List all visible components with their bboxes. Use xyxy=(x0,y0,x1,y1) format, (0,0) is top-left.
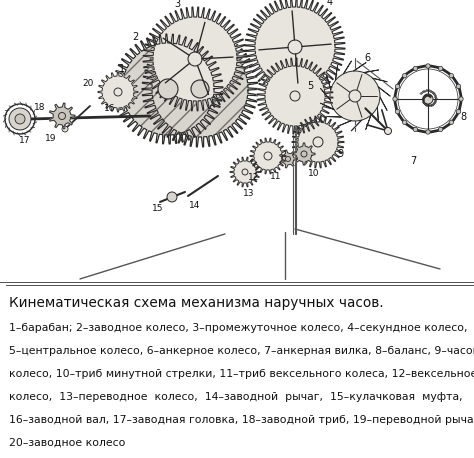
Circle shape xyxy=(191,80,209,98)
Circle shape xyxy=(313,137,323,147)
Circle shape xyxy=(158,79,178,99)
Text: 1: 1 xyxy=(119,64,125,74)
Polygon shape xyxy=(377,107,378,122)
Text: 14: 14 xyxy=(189,202,201,211)
Polygon shape xyxy=(378,87,390,96)
Circle shape xyxy=(349,90,361,102)
Circle shape xyxy=(290,91,300,101)
Circle shape xyxy=(384,127,392,135)
Text: 16: 16 xyxy=(104,104,116,114)
Polygon shape xyxy=(143,7,247,111)
Text: 1–барабан; 2–заводное колесо, 3–промежуточное колесо, 4–секундное колесо,: 1–барабан; 2–заводное колесо, 3–промежут… xyxy=(9,323,468,333)
Text: 3: 3 xyxy=(174,0,180,9)
Polygon shape xyxy=(257,58,333,134)
Text: 2: 2 xyxy=(132,32,138,42)
Polygon shape xyxy=(373,78,387,82)
Text: 20: 20 xyxy=(82,80,94,88)
Polygon shape xyxy=(245,0,345,97)
Circle shape xyxy=(456,109,461,114)
Text: 18: 18 xyxy=(34,104,46,113)
Circle shape xyxy=(395,109,400,114)
Polygon shape xyxy=(380,97,387,110)
Circle shape xyxy=(395,84,400,88)
Circle shape xyxy=(58,113,65,120)
Circle shape xyxy=(15,114,25,124)
Circle shape xyxy=(285,157,291,162)
Polygon shape xyxy=(280,150,297,168)
Text: 11: 11 xyxy=(270,173,282,181)
Polygon shape xyxy=(321,103,334,110)
Circle shape xyxy=(438,127,443,131)
Circle shape xyxy=(393,97,397,101)
Circle shape xyxy=(62,126,68,132)
Text: колесо,  13–переводное  колесо,  14–заводной  рычаг,  15–кулачковая  муфта,: колесо, 13–переводное колесо, 14–заводно… xyxy=(9,392,463,402)
Circle shape xyxy=(402,73,407,78)
Circle shape xyxy=(423,94,433,104)
Circle shape xyxy=(330,71,380,121)
Text: 20–заводное колесо: 20–заводное колесо xyxy=(9,437,126,447)
Circle shape xyxy=(242,169,248,175)
Polygon shape xyxy=(230,157,260,187)
Text: 6: 6 xyxy=(364,53,370,63)
Polygon shape xyxy=(366,115,371,129)
Polygon shape xyxy=(321,89,330,100)
Text: 15: 15 xyxy=(152,204,164,213)
Circle shape xyxy=(402,120,407,125)
Circle shape xyxy=(459,97,463,101)
Polygon shape xyxy=(113,34,223,144)
Polygon shape xyxy=(351,120,362,131)
Circle shape xyxy=(188,52,202,66)
Text: 12: 12 xyxy=(248,174,260,182)
Text: Кинематическая схема механизма наручных часов.: Кинематическая схема механизма наручных … xyxy=(9,296,384,311)
Circle shape xyxy=(264,152,272,160)
Text: 8: 8 xyxy=(460,112,466,122)
Polygon shape xyxy=(250,138,286,174)
Circle shape xyxy=(413,66,418,71)
Text: 17: 17 xyxy=(19,136,31,146)
Circle shape xyxy=(456,84,461,88)
Text: 13: 13 xyxy=(243,190,255,198)
Text: 4: 4 xyxy=(327,0,333,7)
Polygon shape xyxy=(50,103,75,129)
Circle shape xyxy=(167,192,177,202)
Polygon shape xyxy=(327,76,331,90)
Text: 16–заводной вал, 17–заводная головка, 18–заводной триб, 19–переводной рычаг,: 16–заводной вал, 17–заводная головка, 18… xyxy=(9,414,474,425)
Polygon shape xyxy=(336,65,337,81)
Polygon shape xyxy=(327,116,342,117)
Circle shape xyxy=(438,66,443,71)
FancyBboxPatch shape xyxy=(0,0,474,284)
Text: 5–центральное колесо, 6–анкерное колесо, 7–анкерная вилка, 8–баланс, 9–часовое: 5–центральное колесо, 6–анкерное колесо,… xyxy=(9,346,474,356)
Circle shape xyxy=(449,120,454,125)
Circle shape xyxy=(426,64,430,68)
Text: 9: 9 xyxy=(337,149,343,159)
Circle shape xyxy=(426,130,430,134)
Circle shape xyxy=(288,40,302,54)
Polygon shape xyxy=(292,116,344,168)
Circle shape xyxy=(413,127,418,131)
Circle shape xyxy=(114,88,122,96)
Polygon shape xyxy=(98,72,138,112)
Text: 10: 10 xyxy=(308,169,320,179)
Circle shape xyxy=(9,108,31,130)
Circle shape xyxy=(301,151,307,157)
Polygon shape xyxy=(142,31,258,147)
Polygon shape xyxy=(364,70,378,73)
Text: колесо, 10–триб минутной стрелки, 11–триб вексельного колеса, 12–вексельное: колесо, 10–триб минутной стрелки, 11–три… xyxy=(9,369,474,379)
Polygon shape xyxy=(293,143,315,165)
Circle shape xyxy=(449,73,454,78)
Text: 19: 19 xyxy=(45,135,57,143)
Text: 7: 7 xyxy=(410,156,416,166)
Text: 5: 5 xyxy=(307,81,313,91)
Polygon shape xyxy=(354,63,366,71)
Polygon shape xyxy=(344,61,351,74)
Polygon shape xyxy=(337,121,351,126)
